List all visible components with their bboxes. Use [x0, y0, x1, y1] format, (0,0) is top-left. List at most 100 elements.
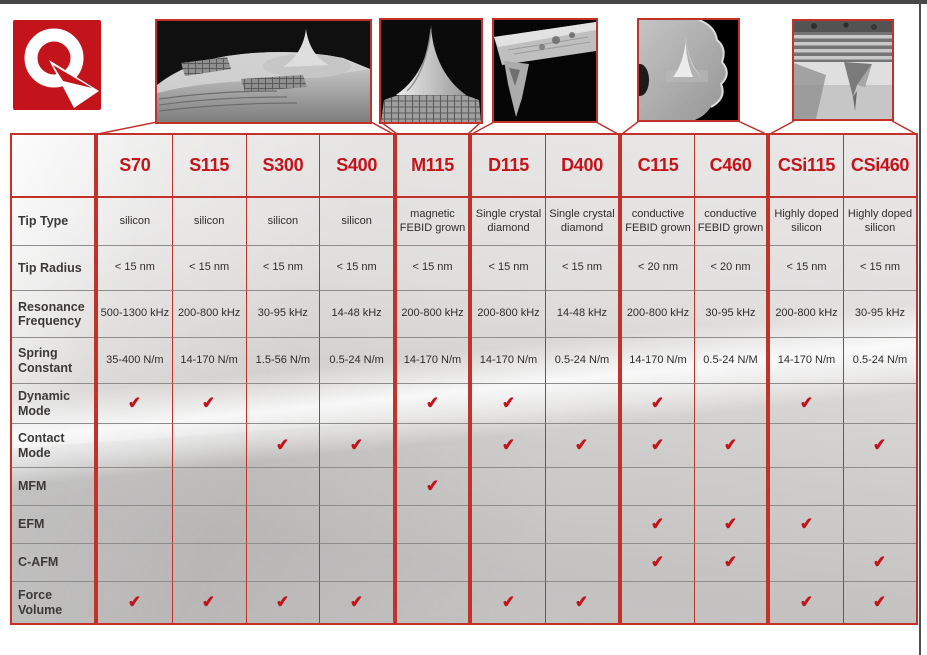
cell-dynamic-mode-CSi115: ✔	[770, 383, 843, 423]
check-icon: ✔	[799, 593, 814, 612]
column-group-csi: CSi115 CSi460 Highly doped silicon Highly d…	[768, 133, 918, 625]
check-icon: ✔	[275, 593, 291, 612]
column-group-m: M115 magnetic FEBID grown < 15 nm 200-800 k…	[395, 133, 470, 625]
cell-force-volume-CSi115: ✔	[770, 581, 843, 623]
cell-resonance-frequency-S70: 500-1300 kHz	[98, 290, 172, 337]
cell-efm-D400	[545, 505, 618, 543]
check-icon: ✔	[574, 593, 590, 612]
cell-tip-radius-C115: < 20 nm	[622, 245, 694, 290]
sem-photo-s-series-cantilever	[155, 19, 372, 124]
cell-mfm-S300	[245, 467, 320, 505]
col-header-S70: S70	[98, 135, 172, 198]
col-header-C115: C115	[622, 135, 694, 198]
sem-photo-m115-tip	[379, 18, 483, 124]
check-icon: ✔	[127, 593, 143, 612]
cell-tip-type-C460: conductive FEBID grown	[694, 198, 766, 245]
row-label-contact-mode: Contact Mode	[12, 423, 94, 467]
check-icon: ✔	[723, 553, 738, 572]
cell-contact-mode-D400: ✔	[545, 423, 618, 467]
check-icon: ✔	[349, 593, 365, 612]
cell-tip-radius-S400: < 15 nm	[319, 245, 393, 290]
cell-c-afm-D115	[472, 543, 545, 581]
col-header-CSi115: CSi115	[770, 135, 843, 198]
cell-tip-radius-D400: < 15 nm	[545, 245, 618, 290]
cell-contact-mode-S70	[98, 423, 172, 467]
check-icon: ✔	[872, 553, 888, 572]
cell-force-volume-CSi460: ✔	[843, 581, 916, 623]
cell-resonance-frequency-D400: 14-48 kHz	[545, 290, 618, 337]
cell-contact-mode-D115: ✔	[472, 423, 545, 467]
row-label-efm: EFM	[12, 505, 94, 543]
cell-c-afm-CSi115	[770, 543, 843, 581]
cell-tip-radius-S70: < 15 nm	[98, 245, 172, 290]
page-right-edge	[919, 0, 921, 655]
col-header-S115: S115	[171, 135, 246, 198]
cell-efm-M115	[397, 505, 468, 543]
sem-photo-c-series-conductive-tip	[637, 18, 740, 122]
check-icon: ✔	[650, 515, 666, 534]
cell-spring-constant-S115: 14-170 N/m	[171, 337, 246, 383]
cell-tip-type-S400: silicon	[319, 198, 393, 245]
cell-efm-C460: ✔	[694, 505, 766, 543]
cell-tip-type-S70: silicon	[119, 214, 151, 227]
cell-tip-radius-D115: < 15 nm	[472, 245, 545, 290]
check-icon: ✔	[201, 593, 217, 612]
cell-spring-constant-CSi460: 0.5-24 N/m	[843, 337, 916, 383]
row-label-force-volume: Force Volume	[12, 581, 94, 623]
check-icon: ✔	[872, 593, 888, 612]
cell-dynamic-mode-S400	[319, 383, 393, 423]
cell-force-volume-S115: ✔	[171, 581, 246, 623]
cell-tip-radius-M115: < 15 nm	[397, 245, 468, 290]
col-header-S400: S400	[319, 135, 393, 198]
row-label-spring-constant: Spring Constant	[12, 337, 94, 383]
check-icon: ✔	[501, 394, 516, 413]
check-icon: ✔	[349, 436, 365, 455]
row-label-dynamic-mode: Dynamic Mode	[12, 383, 94, 423]
check-icon: ✔	[127, 394, 143, 413]
row-label-c-afm: C-AFM	[12, 543, 94, 581]
check-icon: ✔	[275, 436, 291, 455]
cell-force-volume-D115: ✔	[472, 581, 545, 623]
cell-force-volume-D400: ✔	[545, 581, 618, 623]
row-label-tip-type: Tip Type	[18, 214, 69, 229]
cell-c-afm-M115	[397, 543, 468, 581]
sem-photo-csi-series-doped-tip	[792, 19, 894, 121]
cell-force-volume-C115	[622, 581, 694, 623]
cell-contact-mode-S300: ✔	[245, 423, 320, 467]
cell-c-afm-S70	[98, 543, 172, 581]
cell-mfm-CSi460	[843, 467, 916, 505]
cell-resonance-frequency-S400: 14-48 kHz	[319, 290, 393, 337]
cell-spring-constant-C460: 0.5-24 N/M	[694, 337, 766, 383]
cell-contact-mode-M115	[397, 423, 468, 467]
cell-c-afm-CSi460: ✔	[843, 543, 916, 581]
check-icon: ✔	[425, 477, 440, 496]
row-label-tip-radius: Tip Radius	[12, 245, 94, 290]
check-icon: ✔	[650, 394, 666, 413]
cell-mfm-D115	[472, 467, 545, 505]
cell-spring-constant-D400: 0.5-24 N/m	[545, 337, 618, 383]
cell-tip-radius-C460: < 20 nm	[694, 245, 766, 290]
check-icon: ✔	[723, 515, 738, 534]
cell-efm-S70	[98, 505, 172, 543]
col-header-C460: C460	[694, 135, 766, 198]
cell-tip-type-C115: conductive FEBID grown	[625, 208, 691, 234]
check-icon: ✔	[872, 436, 888, 455]
cell-spring-constant-S400: 0.5-24 N/m	[319, 337, 393, 383]
cell-contact-mode-C460: ✔	[694, 423, 766, 467]
row-label-mfm: MFM	[12, 467, 94, 505]
page-top-edge	[0, 0, 927, 4]
cell-resonance-frequency-CSi460: 30-95 kHz	[843, 290, 916, 337]
col-header-S300: S300	[245, 135, 320, 198]
cell-efm-S400	[319, 505, 393, 543]
cell-c-afm-S300	[245, 543, 320, 581]
cell-c-afm-C460: ✔	[694, 543, 766, 581]
check-icon: ✔	[650, 436, 666, 455]
col-header-CSi460: CSi460	[843, 135, 916, 198]
cell-tip-radius-CSi115: < 15 nm	[770, 245, 843, 290]
cell-mfm-C115	[622, 467, 694, 505]
cell-resonance-frequency-C115: 200-800 kHz	[622, 290, 694, 337]
cell-contact-mode-S115	[171, 423, 246, 467]
cell-contact-mode-CSi115	[770, 423, 843, 467]
cell-dynamic-mode-C460	[694, 383, 766, 423]
